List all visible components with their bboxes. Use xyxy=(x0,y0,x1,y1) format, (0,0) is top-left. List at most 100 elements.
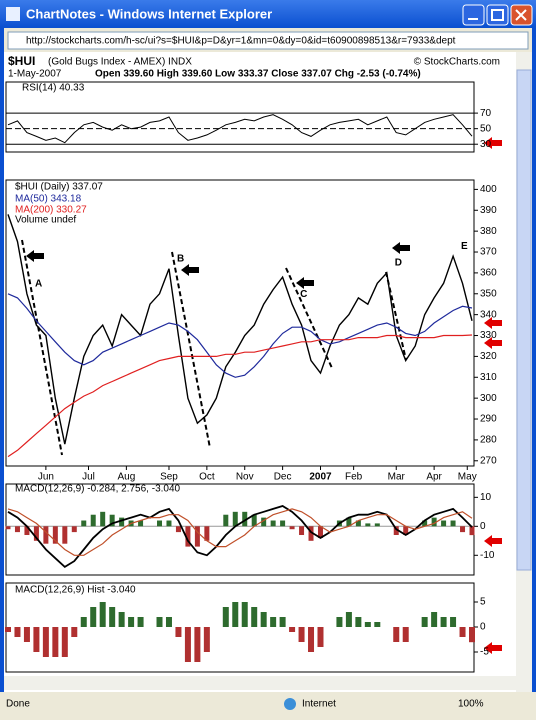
hist-bar xyxy=(157,520,163,527)
hist-bar xyxy=(431,517,437,527)
hist-bar xyxy=(80,617,87,627)
hist-bar xyxy=(431,612,438,627)
hist-bar xyxy=(23,627,30,642)
window-button-icons xyxy=(468,9,527,21)
minimize-button[interactable] xyxy=(462,4,485,26)
scroll-thumb[interactable] xyxy=(516,69,532,571)
hist-bar xyxy=(441,520,447,527)
x-tick-label: Dec xyxy=(274,472,292,483)
hist-bar xyxy=(166,520,172,527)
ma50-label: MA(50) 343.18 xyxy=(15,194,82,205)
hist-bar xyxy=(402,627,409,642)
hist-bar xyxy=(450,617,457,627)
hist-bar xyxy=(43,526,49,544)
y-tick-label: 30 xyxy=(480,139,492,150)
annotation: C xyxy=(300,289,307,300)
hist-bar xyxy=(14,526,20,533)
x-tick-label: 2007 xyxy=(309,472,332,483)
hist-bar xyxy=(232,602,239,627)
y-tick-label: 300 xyxy=(480,393,497,404)
x-tick-label: Sep xyxy=(160,472,178,483)
hist-bar xyxy=(308,627,315,652)
hist-bar xyxy=(298,627,305,642)
hist-bar xyxy=(403,526,409,536)
hist-bar xyxy=(365,523,371,527)
hist-bar xyxy=(156,617,163,627)
y-tick-label: 70 xyxy=(480,108,492,119)
hist-bar xyxy=(299,526,305,536)
y-tick-label: -5 xyxy=(480,647,489,658)
trend-lines xyxy=(21,239,407,456)
hist-bar xyxy=(119,517,125,527)
hist-bar xyxy=(355,617,362,627)
hist-bar xyxy=(185,526,191,547)
hist-bar xyxy=(270,520,276,527)
y-tick-label: -10 xyxy=(480,550,495,561)
title-bar xyxy=(0,0,536,28)
hist-bar xyxy=(204,526,210,541)
y-tick-label: 400 xyxy=(480,184,497,195)
hist-bar xyxy=(260,612,267,627)
app-icon xyxy=(6,7,20,21)
hist-bar xyxy=(364,622,371,627)
y-tick-label: 5 xyxy=(480,597,486,608)
hist-bar xyxy=(81,520,87,527)
volume-label: Volume undef xyxy=(15,215,76,226)
x-tick-label: Aug xyxy=(117,472,135,483)
hist-bar xyxy=(355,520,361,527)
hist-bar xyxy=(460,526,466,533)
hist-bar xyxy=(175,526,181,533)
content xyxy=(4,52,516,692)
hist-bar xyxy=(374,523,380,527)
series-line xyxy=(7,505,473,569)
status-bar xyxy=(0,692,536,720)
y-tick-label: 0 xyxy=(480,521,486,532)
hist-bar xyxy=(138,520,144,527)
hist-bar xyxy=(393,526,399,536)
y-tick-label: 50 xyxy=(480,123,492,134)
hist-bar xyxy=(165,617,172,627)
hist-bar xyxy=(222,607,229,627)
hist-bar xyxy=(308,526,314,541)
x-tick-label: Jun xyxy=(38,472,54,483)
hist-bar xyxy=(469,526,475,536)
zone-text: Internet xyxy=(302,699,336,710)
hist-bar xyxy=(223,514,229,527)
hist-bar xyxy=(99,602,106,627)
y-tick-label: 330 xyxy=(480,330,497,341)
h-scrollbar[interactable] xyxy=(4,676,516,690)
y-tick-label: 270 xyxy=(480,455,497,466)
x-tick-label: May xyxy=(458,472,477,483)
hist-bar xyxy=(242,511,248,527)
series-line xyxy=(7,114,473,144)
hist-bar xyxy=(109,514,115,527)
series-line xyxy=(7,293,473,378)
y-tick-label: 320 xyxy=(480,351,497,362)
series-line xyxy=(7,214,473,445)
hist-bar xyxy=(33,627,40,652)
hist-bar xyxy=(421,617,428,627)
hist-bar xyxy=(345,612,352,627)
annotation: A xyxy=(35,278,42,289)
hist-bar xyxy=(346,517,352,527)
hist-bar xyxy=(175,627,182,637)
index-name: (Gold Bugs Index - AMEX) INDX xyxy=(48,57,192,68)
y-tick-label: 350 xyxy=(480,288,497,299)
red-arrows xyxy=(484,137,502,654)
maximize-button[interactable] xyxy=(486,4,509,26)
hist-bar xyxy=(393,627,400,642)
x-tick-label: Jul xyxy=(82,472,95,483)
copyright: © StockCharts.com xyxy=(414,57,500,68)
hist-bar xyxy=(232,511,238,527)
rsi-label: RSI(14) 40.33 xyxy=(22,83,85,94)
hist-bar xyxy=(194,526,200,547)
hist-bar xyxy=(317,627,324,647)
hist-bar xyxy=(251,514,257,527)
url-field[interactable] xyxy=(7,31,529,50)
hist-bar xyxy=(261,517,267,527)
hist-bar xyxy=(270,617,277,627)
zoom-text[interactable]: 100% xyxy=(458,699,484,710)
hist-bar xyxy=(71,526,77,533)
annotation: B xyxy=(177,253,184,264)
